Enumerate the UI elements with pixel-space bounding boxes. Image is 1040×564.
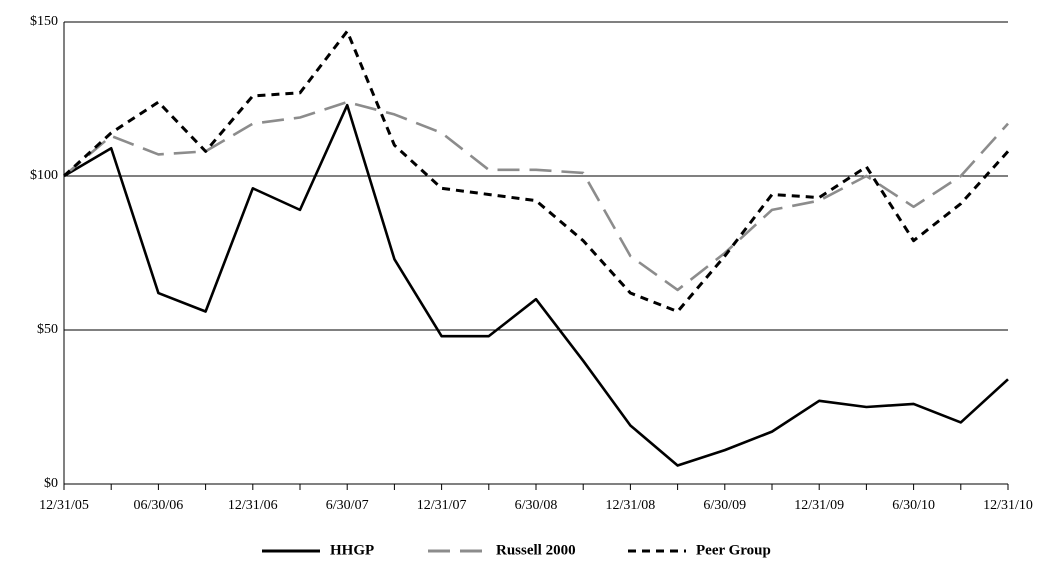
y-tick-label: $150 <box>30 14 58 29</box>
legend-text: Peer Group <box>696 542 771 558</box>
x-tick-label: 6/30/09 <box>703 498 746 513</box>
x-tick-label: 12/31/09 <box>794 498 844 513</box>
x-tick-label: 06/30/06 <box>134 498 184 513</box>
legend-text: Russell 2000 <box>496 542 576 558</box>
x-tick-label: 6/30/08 <box>515 498 558 513</box>
x-tick-label: 6/30/07 <box>326 498 369 513</box>
x-tick-label: 12/31/07 <box>417 498 467 513</box>
y-tick-label: $0 <box>44 476 58 491</box>
legend-text: HHGP <box>330 542 374 558</box>
series-line <box>63 103 1009 467</box>
y-tick-label: $50 <box>37 322 58 337</box>
series-line <box>62 29 1010 314</box>
x-tick-label: 12/31/08 <box>606 498 656 513</box>
x-tick-label: 12/31/05 <box>39 498 89 513</box>
x-tick-label: 12/31/10 <box>983 498 1033 513</box>
y-tick-label: $100 <box>30 168 58 183</box>
x-tick-label: 12/31/06 <box>228 498 278 513</box>
x-tick-label: 6/30/10 <box>892 498 935 513</box>
series-line <box>63 100 1009 292</box>
